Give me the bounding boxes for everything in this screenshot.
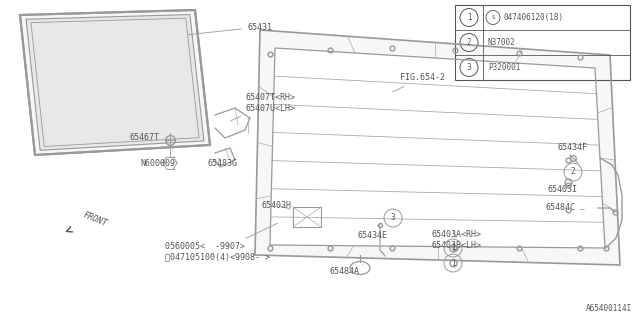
Text: 3: 3 [390, 213, 396, 222]
Text: 65484A: 65484A [330, 265, 363, 276]
Polygon shape [20, 10, 210, 155]
Text: 65403A<RH>
65403B<LH>: 65403A<RH> 65403B<LH> [432, 230, 482, 250]
Text: N37002: N37002 [488, 38, 516, 47]
Text: 2: 2 [571, 167, 575, 177]
Text: 65483G: 65483G [207, 158, 237, 167]
Text: 1: 1 [451, 244, 455, 252]
Text: 0560005<  -9907>
Ⓢ047105100(4)<9908- >: 0560005< -9907> Ⓢ047105100(4)<9908- > [165, 223, 278, 262]
Polygon shape [255, 30, 620, 265]
Text: 65467T: 65467T [130, 133, 167, 142]
Text: 65434E: 65434E [358, 225, 388, 241]
Text: 65403I: 65403I [547, 186, 577, 195]
Text: 65484C: 65484C [545, 204, 584, 212]
Text: FIG.654-2: FIG.654-2 [392, 74, 445, 92]
Text: S: S [491, 15, 495, 20]
Text: P320001: P320001 [488, 63, 520, 72]
Text: N600009: N600009 [140, 158, 175, 167]
Text: 047406120(18): 047406120(18) [503, 13, 563, 22]
Text: 1: 1 [451, 259, 455, 268]
Text: 65431: 65431 [188, 22, 272, 35]
Text: 2: 2 [467, 38, 471, 47]
Polygon shape [270, 48, 605, 248]
Text: A65400114I: A65400114I [586, 304, 632, 313]
Text: FRONT: FRONT [82, 210, 109, 228]
Text: 65434F: 65434F [557, 143, 587, 158]
Bar [455, 5, 630, 80]
Polygon shape [31, 18, 199, 147]
Text: 1: 1 [467, 13, 471, 22]
Text: 65407T<RH>
65407U<LH>: 65407T<RH> 65407U<LH> [230, 93, 296, 121]
Polygon shape [26, 14, 204, 150]
Text: 3: 3 [467, 63, 471, 72]
Text: 65403H: 65403H [262, 201, 292, 210]
